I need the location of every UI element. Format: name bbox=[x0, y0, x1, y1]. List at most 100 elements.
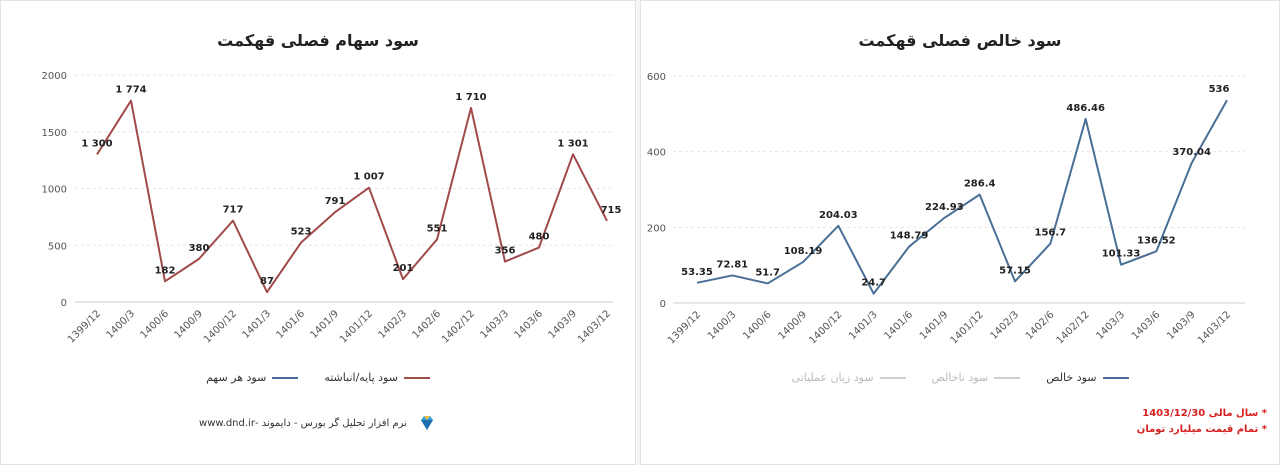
x-tick-label: 1401/9 bbox=[918, 309, 951, 342]
data-point[interactable] bbox=[1154, 249, 1159, 254]
legend-label: سود هر سهم bbox=[206, 371, 267, 384]
x-tick-label: 1403/3 bbox=[1094, 309, 1127, 342]
x-tick-label: 1400/6 bbox=[138, 308, 171, 341]
data-point[interactable] bbox=[801, 260, 806, 265]
data-label: 1 710 bbox=[455, 92, 486, 103]
data-point[interactable] bbox=[730, 273, 735, 278]
data-point[interactable] bbox=[231, 218, 236, 223]
x-tick-label: 1402/12 bbox=[440, 308, 477, 345]
chart-title: سود سهام فصلی قهکمت bbox=[217, 31, 419, 50]
data-label: 791 bbox=[325, 196, 346, 207]
data-point[interactable] bbox=[197, 256, 202, 261]
series-line[interactable] bbox=[696, 99, 1228, 295]
data-label: 1 300 bbox=[81, 138, 112, 149]
data-point[interactable] bbox=[537, 245, 542, 250]
x-tick-label: 1402/3 bbox=[988, 309, 1021, 342]
legend-swatch bbox=[879, 376, 906, 379]
data-label: 24.7 bbox=[861, 278, 886, 289]
y-tick-label: 2000 bbox=[42, 71, 67, 82]
data-point[interactable] bbox=[469, 105, 474, 110]
data-label: 536 bbox=[1209, 84, 1230, 95]
data-label: 182 bbox=[155, 265, 176, 276]
data-point[interactable] bbox=[942, 215, 947, 220]
net-profit-chart-panel: سود خالص فصلی قهکمت 0 200 400 600 1399/12 140… bbox=[640, 0, 1280, 465]
data-point[interactable] bbox=[299, 240, 304, 245]
data-label: 57.15 bbox=[999, 265, 1031, 276]
data-label: 380 bbox=[189, 243, 210, 254]
x-tick-label: 1402/3 bbox=[376, 308, 409, 341]
x-tick-label: 1403/9 bbox=[546, 308, 579, 341]
y-tick-label: 500 bbox=[48, 241, 67, 252]
y-tick-label: 600 bbox=[647, 72, 666, 83]
data-point[interactable] bbox=[503, 259, 508, 264]
data-point[interactable] bbox=[1225, 98, 1230, 103]
data-label: 148.79 bbox=[890, 231, 929, 242]
data-point[interactable] bbox=[977, 192, 982, 197]
data-label: 53.35 bbox=[681, 267, 713, 278]
data-point[interactable] bbox=[163, 279, 168, 284]
chart-title: سود خالص فصلی قهکمت bbox=[858, 31, 1062, 50]
data-label: 72.81 bbox=[717, 259, 749, 270]
legend-item-net-profit[interactable]: سود خالص bbox=[1046, 371, 1129, 384]
x-tick-label: 1401/12 bbox=[338, 308, 375, 345]
data-label: 286.4 bbox=[964, 179, 996, 190]
data-point[interactable] bbox=[1013, 279, 1018, 284]
data-point[interactable] bbox=[695, 280, 700, 285]
y-tick-label: 400 bbox=[647, 148, 666, 159]
x-tick-label: 1399/12 bbox=[666, 309, 703, 346]
data-point[interactable] bbox=[1083, 116, 1088, 121]
x-tick-label: 1403/12 bbox=[1196, 309, 1233, 346]
x-tick-label: 1403/6 bbox=[512, 308, 545, 341]
data-label: 717 bbox=[223, 205, 244, 216]
data-label: 1 774 bbox=[115, 85, 146, 96]
note-fiscal-year: * سال مالی 1403/12/30 bbox=[1142, 408, 1267, 419]
series-line[interactable] bbox=[96, 99, 608, 294]
x-tick-label: 1401/3 bbox=[847, 309, 880, 342]
legend-label: سود زیان عملیاتی bbox=[791, 371, 874, 384]
x-tick-label: 1400/9 bbox=[776, 309, 809, 342]
data-label: 1 007 bbox=[353, 172, 384, 183]
data-point[interactable] bbox=[605, 218, 610, 223]
x-tick-label: 1402/6 bbox=[410, 308, 443, 341]
data-label: 1 301 bbox=[557, 138, 588, 149]
x-tick-label: 1400/3 bbox=[104, 308, 137, 341]
data-point[interactable] bbox=[571, 152, 576, 157]
data-label: 486.46 bbox=[1066, 103, 1105, 114]
chart-notes: * سال مالی 1403/12/30 * تمام قیمت میلیار… bbox=[1137, 406, 1267, 438]
data-label: 87 bbox=[260, 276, 274, 287]
data-label: 480 bbox=[529, 232, 550, 243]
legend-item-dps[interactable]: سود هر سهم bbox=[206, 371, 299, 384]
data-point[interactable] bbox=[435, 237, 440, 242]
data-point[interactable] bbox=[836, 223, 841, 228]
x-tick-label: 1403/9 bbox=[1165, 309, 1198, 342]
data-point[interactable] bbox=[265, 290, 270, 295]
data-point[interactable] bbox=[1048, 241, 1053, 246]
data-point[interactable] bbox=[871, 291, 876, 296]
x-tick-label: 1400/6 bbox=[741, 309, 774, 342]
data-label: 551 bbox=[427, 223, 448, 234]
legend-item-gross-profit[interactable]: سود ناخالص bbox=[932, 371, 1021, 384]
data-point[interactable] bbox=[333, 210, 338, 215]
data-label: 51.7 bbox=[755, 267, 780, 278]
data-point[interactable] bbox=[1119, 262, 1124, 267]
data-point[interactable] bbox=[765, 281, 770, 286]
x-tick-label: 1402/12 bbox=[1055, 309, 1092, 346]
y-tick-label: 0 bbox=[660, 299, 666, 310]
data-point[interactable] bbox=[95, 152, 100, 157]
x-tick-label: 1403/3 bbox=[478, 308, 511, 341]
data-point[interactable] bbox=[1189, 161, 1194, 166]
data-label: 201 bbox=[393, 263, 414, 274]
chart-legend: سود خالص سود ناخالص سود زیان عملیاتی bbox=[641, 371, 1279, 384]
x-tick-label: 1401/9 bbox=[308, 308, 341, 341]
data-label: 108.19 bbox=[784, 246, 823, 257]
data-point[interactable] bbox=[129, 98, 134, 103]
legend-item-operating-profit[interactable]: سود زیان عملیاتی bbox=[791, 371, 906, 384]
data-label: 356 bbox=[495, 246, 516, 257]
data-point[interactable] bbox=[401, 277, 406, 282]
legend-swatch bbox=[994, 376, 1021, 379]
data-point[interactable] bbox=[367, 185, 372, 190]
footer-text: نرم افزار تحلیل گر بورس - دایموند -www.d… bbox=[199, 417, 407, 429]
legend-item-eps[interactable]: سود پایه/انباشته bbox=[324, 371, 430, 384]
data-point[interactable] bbox=[907, 244, 912, 249]
